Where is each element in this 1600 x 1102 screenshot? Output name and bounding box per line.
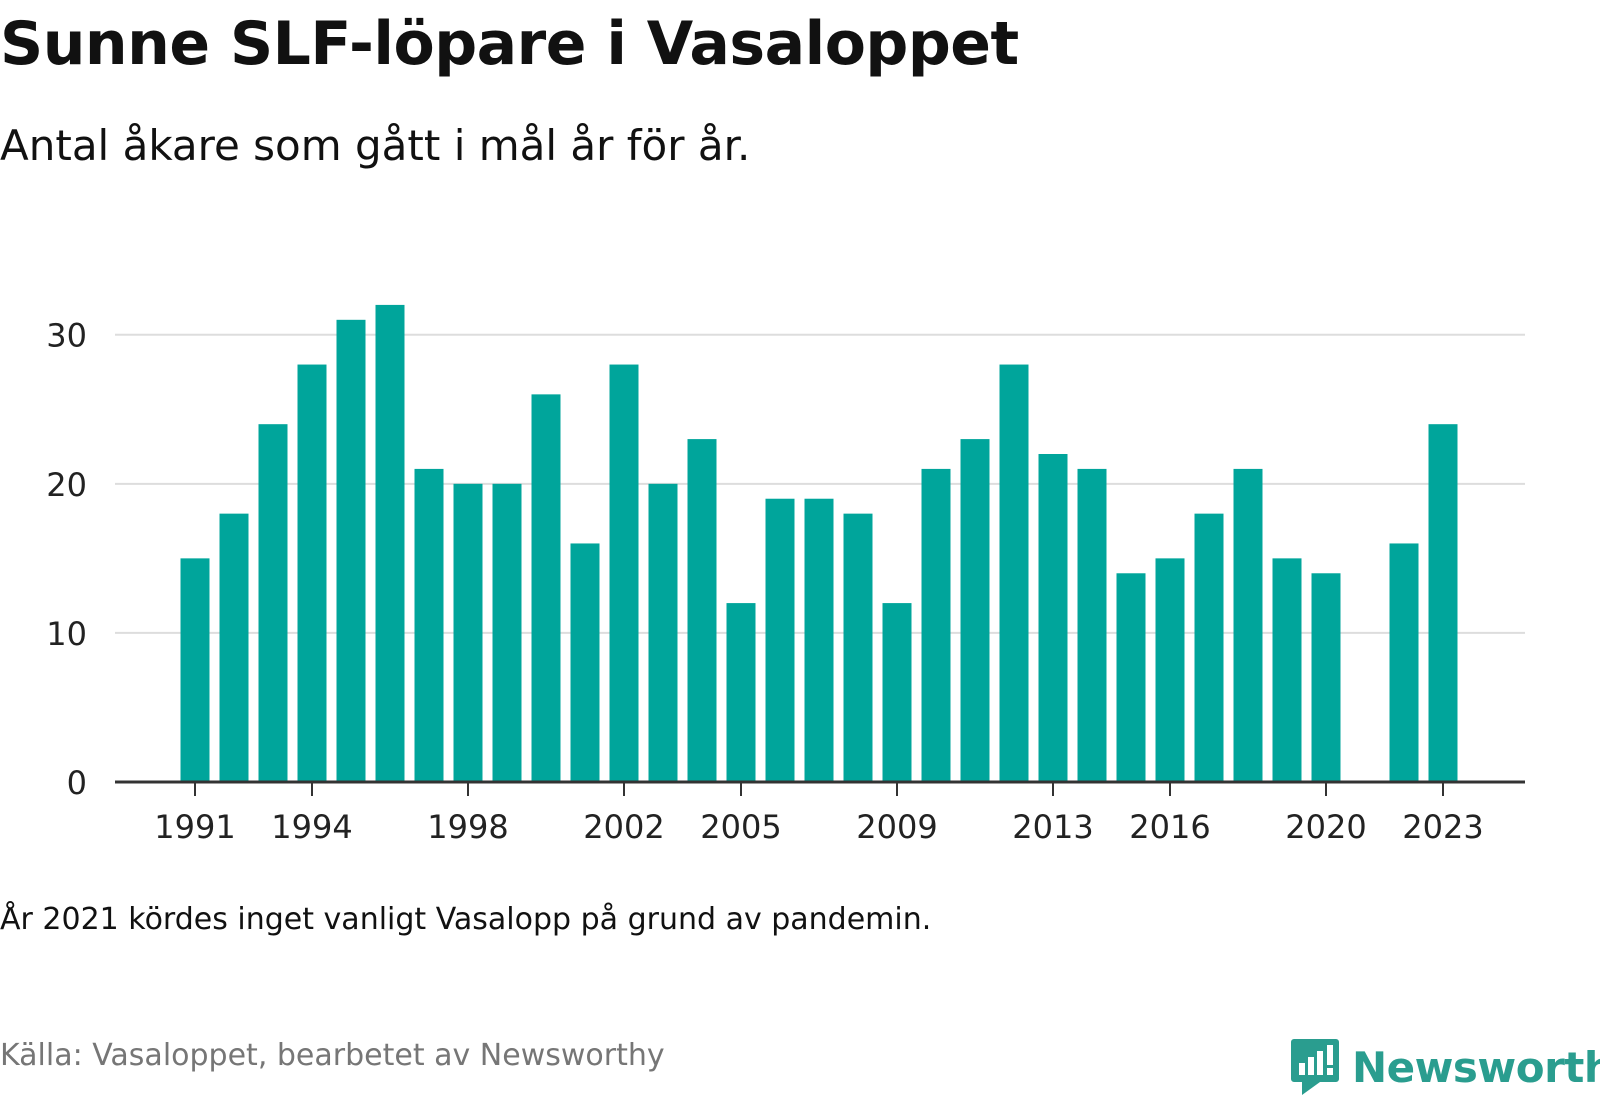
bar-2001 xyxy=(570,543,600,782)
bar-1995 xyxy=(336,319,366,782)
bar-chart: 0 10 20 30 1991 1994 1998 2002 2005 2009 2013 2016 2… xyxy=(46,304,1525,846)
chart-subtitle: Antal åkare som gått i mål år för år. xyxy=(0,121,751,170)
x-tick-label: 2005 xyxy=(700,808,781,846)
bar-1992 xyxy=(219,513,249,782)
x-tick-label: 2002 xyxy=(583,808,664,846)
bar-1997 xyxy=(414,468,444,782)
y-tick-label: 20 xyxy=(46,466,87,504)
y-tick-label: 10 xyxy=(46,615,87,653)
axes: 0 10 20 30 1991 1994 1998 2002 2005 2009 2013 2016 2… xyxy=(46,317,1525,846)
bar-2023 xyxy=(1428,424,1458,782)
chart-title: Sunne SLF-löpare i Vasaloppet xyxy=(0,9,1019,79)
bar-2002 xyxy=(609,364,639,782)
bar-2017 xyxy=(1194,513,1224,782)
bar-2008 xyxy=(843,513,873,782)
bar-2005 xyxy=(726,603,756,782)
bar-2020 xyxy=(1311,573,1341,782)
x-tick-label: 1994 xyxy=(271,808,352,846)
bar-1998 xyxy=(453,483,483,782)
x-tick-label: 2020 xyxy=(1285,808,1366,846)
x-tick-label: 2009 xyxy=(856,808,937,846)
bar-1993 xyxy=(258,424,288,782)
chart-note: År 2021 kördes inget vanligt Vasalopp på… xyxy=(0,902,932,937)
bar-1991 xyxy=(180,558,210,782)
x-tick-label: 2016 xyxy=(1129,808,1210,846)
bar-2000 xyxy=(531,394,561,782)
bar-1994 xyxy=(297,364,327,782)
bar-2010 xyxy=(921,468,951,782)
bar-2016 xyxy=(1155,558,1185,782)
bar-2012 xyxy=(999,364,1029,782)
source-text: Källa: Vasaloppet, bearbetet av Newswort… xyxy=(0,1038,665,1073)
bar-2009 xyxy=(882,603,912,782)
x-tick-label: 1991 xyxy=(154,808,235,846)
bar-1999 xyxy=(492,483,522,782)
bar-2007 xyxy=(804,498,834,782)
bar-1996 xyxy=(375,304,405,782)
bar-2022 xyxy=(1389,543,1419,782)
bar-2004 xyxy=(687,439,717,782)
bar-2013 xyxy=(1038,454,1068,782)
bar-2015 xyxy=(1116,573,1146,782)
x-tick-label: 1998 xyxy=(427,808,508,846)
bar-2006 xyxy=(765,498,795,782)
bar-2018 xyxy=(1233,468,1263,782)
bar-2011 xyxy=(960,439,990,782)
newsworthy-logo: Newsworthy xyxy=(1290,1032,1600,1102)
logo-wordmark: Newsworthy xyxy=(1352,1042,1600,1092)
x-tick-label: 2023 xyxy=(1402,808,1483,846)
bar-2003 xyxy=(648,483,678,782)
newsworthy-logo-icon xyxy=(1291,1039,1339,1095)
y-tick-label: 30 xyxy=(46,317,87,355)
bar-2014 xyxy=(1077,468,1107,782)
bars xyxy=(180,304,1458,782)
y-tick-label: 0 xyxy=(67,764,87,802)
bar-2019 xyxy=(1272,558,1302,782)
x-tick-label: 2013 xyxy=(1012,808,1093,846)
